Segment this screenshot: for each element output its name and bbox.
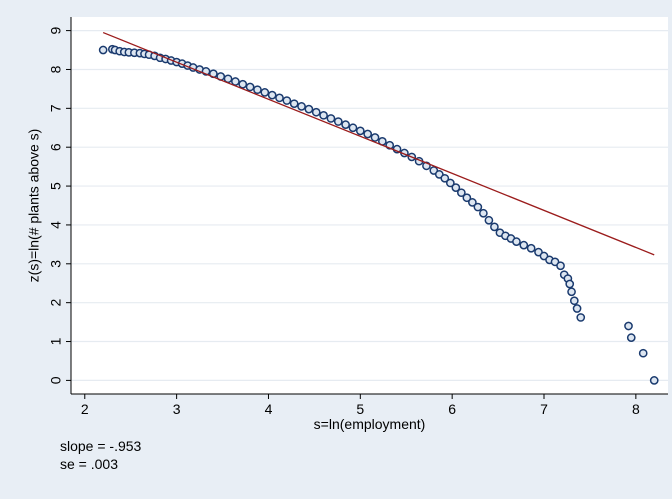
data-point	[440, 173, 450, 183]
data-point	[267, 90, 277, 100]
data-points	[98, 44, 659, 385]
y-tick-label: 5	[48, 182, 64, 190]
data-point	[348, 123, 358, 133]
data-point	[319, 110, 328, 120]
plot-area	[71, 17, 668, 394]
data-point	[231, 77, 240, 86]
data-point	[282, 96, 292, 105]
data-point	[479, 208, 488, 218]
data-point	[98, 45, 108, 55]
data-point	[526, 243, 536, 253]
data-point	[556, 261, 565, 271]
data-point	[370, 133, 380, 142]
data-point	[275, 93, 284, 103]
data-point	[462, 193, 472, 203]
y-tick-label: 2	[48, 299, 64, 307]
data-point	[445, 178, 455, 188]
y-tick-label: 1	[48, 337, 64, 345]
x-tick-label: 6	[448, 401, 456, 417]
data-point	[238, 79, 248, 89]
y-tick-label: 9	[48, 27, 64, 35]
data-point	[576, 313, 586, 322]
x-tick-label: 2	[81, 401, 89, 417]
data-point	[311, 107, 321, 117]
gridlines	[71, 30, 668, 381]
data-point	[626, 333, 636, 342]
data-point	[624, 321, 633, 331]
se-annotation: se = .003	[60, 456, 118, 472]
x-tick-label: 3	[173, 401, 181, 417]
x-tick-label: 5	[356, 401, 364, 417]
data-point	[565, 279, 575, 289]
data-point	[341, 120, 350, 130]
data-point	[456, 188, 466, 198]
y-axis-title: z(s)=ln(# plants above s)	[26, 129, 42, 283]
data-point	[297, 102, 306, 111]
data-point	[363, 129, 373, 139]
data-point	[355, 126, 365, 136]
data-point	[569, 296, 579, 306]
y-tick-label: 3	[48, 260, 64, 268]
x-tick-label: 8	[632, 401, 640, 417]
x-axis-title: s=ln(employment)	[314, 416, 426, 432]
x-tick-label: 7	[540, 401, 548, 417]
data-point	[289, 99, 299, 109]
data-point	[490, 222, 499, 232]
data-point	[451, 183, 461, 192]
fit-line	[102, 31, 655, 256]
fit-line-group	[102, 31, 655, 256]
y-tick-label: 6	[48, 143, 64, 151]
data-point	[484, 215, 494, 225]
data-point	[572, 304, 582, 313]
y-tick-label: 0	[48, 376, 64, 384]
data-point	[638, 348, 648, 358]
data-point	[304, 104, 314, 114]
data-point	[260, 88, 270, 97]
x-tick-label: 4	[265, 401, 273, 417]
data-point	[473, 202, 483, 212]
y-tick-label: 7	[48, 104, 64, 112]
data-point	[253, 85, 262, 95]
data-point	[333, 117, 343, 126]
y-tick-label: 8	[48, 65, 64, 73]
data-point	[512, 237, 521, 246]
data-point	[519, 240, 529, 250]
slope-annotation: slope = -.953	[60, 438, 142, 454]
data-point	[245, 82, 255, 92]
data-point	[326, 114, 336, 123]
data-point	[649, 376, 659, 385]
data-point	[567, 287, 576, 297]
axes: 0 1 2 3 4 5 6 7 8 9 2 3 4 5 6 7 8	[48, 17, 668, 417]
y-tick-label: 4	[48, 221, 64, 229]
data-point	[468, 198, 477, 207]
